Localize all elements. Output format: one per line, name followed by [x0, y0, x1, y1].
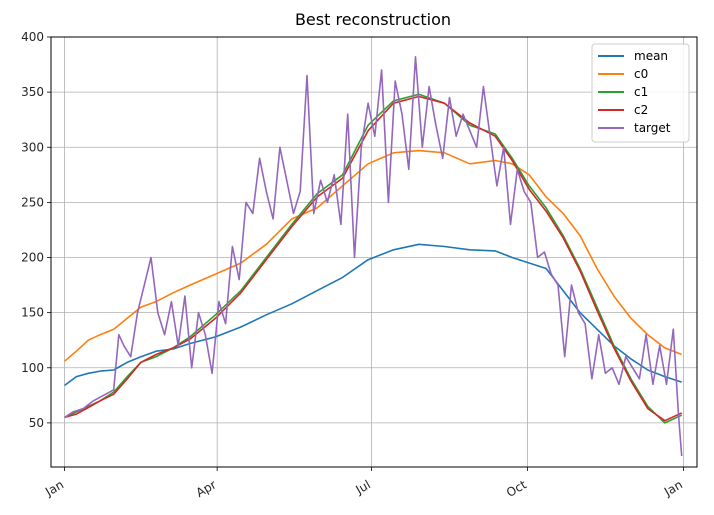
y-tick-label: 150 — [21, 306, 44, 320]
x-tick-label: Jul — [353, 477, 373, 497]
series-line-target — [64, 55, 683, 457]
y-tick-label: 300 — [21, 140, 44, 154]
legend-box — [591, 43, 690, 143]
series-line-c1 — [64, 93, 683, 424]
plot-frame — [50, 36, 698, 468]
legend-label-c1: c1 — [634, 85, 648, 99]
chart-title: Best reconstruction — [295, 10, 451, 29]
legend-label-c2: c2 — [634, 103, 648, 117]
y-tick-label: 50 — [29, 416, 44, 430]
y-tick-label: 350 — [21, 85, 44, 99]
y-tick-label: 250 — [21, 195, 44, 209]
legend: mean c0 c1 c2 target — [591, 43, 690, 143]
y-tick-label: 100 — [21, 361, 44, 375]
series-lines — [64, 55, 683, 457]
y-tick-label: 200 — [21, 251, 44, 265]
legend-label-target: target — [634, 121, 671, 135]
series-line-c0 — [64, 149, 682, 362]
y-tick-label: 400 — [21, 30, 44, 44]
legend-label-c0: c0 — [634, 67, 648, 81]
y-axis: 50 100 150 200 250 300 350 400 — [21, 30, 51, 430]
legend-label-mean: mean — [634, 49, 668, 63]
series-line-c2 — [64, 95, 683, 422]
series-line-mean — [64, 243, 682, 387]
